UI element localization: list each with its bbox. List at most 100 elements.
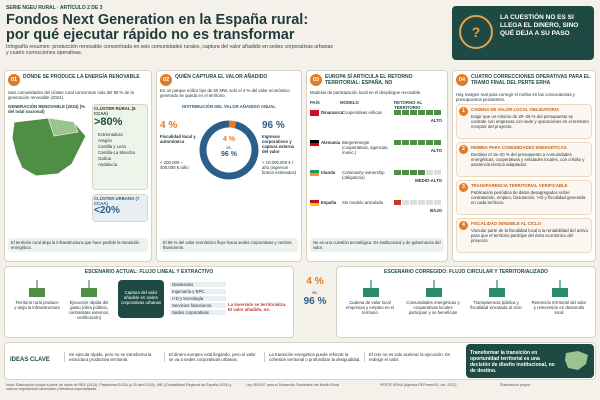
panel-footer: No es una cuestión tecnológica. Es insti…	[310, 238, 444, 253]
icon	[459, 15, 493, 49]
return-label: ALTO	[430, 118, 442, 123]
bar-segment	[402, 110, 409, 115]
flag-part	[310, 170, 319, 173]
bar-segment	[434, 200, 441, 205]
region: Castilla y León	[98, 144, 127, 149]
country: Alemania	[321, 140, 341, 145]
flow-step: Captura del valor añadido en sedes corpo…	[120, 290, 162, 306]
flag-part	[310, 113, 319, 116]
note: Nota: Elaboración propia a partir de dat…	[6, 383, 232, 392]
return-bar	[394, 140, 441, 145]
country: España	[321, 200, 337, 205]
capture-item: Dividendos	[170, 282, 226, 288]
panel-number: 04	[456, 74, 468, 86]
note: Elaboración propia	[500, 383, 530, 387]
bar-segment	[426, 200, 433, 205]
item-number: 1	[459, 107, 468, 116]
flow-title: ESCENARIO ACTUAL: FLUJO LINEAL Y EXTRACT…	[84, 269, 214, 275]
flow-step: Retención territorial del valor y reinve…	[531, 300, 587, 316]
return-bar	[394, 200, 441, 205]
correction-box	[456, 142, 592, 177]
step-icon	[426, 280, 442, 297]
share-desc: Fiscalidad local y autonómica	[160, 134, 196, 145]
region: Extremadura	[98, 132, 123, 137]
cluster-label: CLÚSTER URBANO (7 CCAA)	[94, 196, 140, 207]
model: Community ownership (obligatorio)	[342, 170, 385, 181]
map-label: GENERACIÓN RENOVABLE (2024) (% del total…	[8, 104, 86, 115]
donut-title: DISTRIBUCIÓN DEL VALOR AÑADIDO ANUAL	[182, 104, 276, 109]
icon	[489, 288, 505, 297]
panel-title: QUIÉN CAPTURA EL VALOR AÑADIDO	[175, 74, 268, 80]
table-header: RETORNO AL TERRITORIO	[394, 100, 423, 111]
idea: El reto no es solo acelerar la ejecución…	[364, 352, 461, 363]
bar-segment	[410, 140, 417, 145]
bar-segment	[402, 140, 409, 145]
bar-segment	[394, 170, 401, 175]
flag-part	[310, 140, 319, 143]
flow-step: Cadena de valor local empresas y empleo …	[345, 300, 394, 316]
panel-text: En un parque eólico tipo de 50 MW, solo …	[160, 88, 290, 99]
table-header: MODELO	[340, 100, 359, 105]
return-label: ALTO	[430, 148, 442, 153]
cluster-box	[92, 104, 148, 190]
return-label: BAJO	[430, 208, 442, 213]
donut	[199, 120, 259, 180]
flow-share: 4 %	[306, 276, 324, 287]
bar-segment	[426, 170, 433, 175]
cluster-box	[92, 194, 148, 222]
capture-item: I+D y tecnología	[170, 296, 226, 302]
cluster-value: <20%	[94, 205, 120, 216]
flag-part	[310, 110, 319, 113]
region: Andalucía	[98, 162, 118, 167]
bar-segment	[434, 110, 441, 115]
step-icon	[489, 280, 505, 297]
return-bar	[394, 110, 441, 115]
icon	[426, 288, 442, 297]
correction-box	[456, 218, 592, 253]
region: Castilla-La Mancha	[98, 150, 135, 155]
country: Irlanda	[321, 170, 336, 175]
bar-segment	[434, 170, 441, 175]
item-text: Vincular parte de la fiscalidad local a …	[471, 228, 588, 244]
idea: El dinero europeo está llegando, pero el…	[164, 352, 261, 363]
item-title: FISCALIDAD SENSIBLE AL CICLO	[471, 221, 541, 226]
map-urban	[47, 117, 79, 137]
callout-box	[452, 6, 594, 60]
panel-number: 01	[8, 74, 20, 86]
panel-title: EUROPA SÍ ARTICULA EL RETORNO TERRITORIA…	[325, 74, 413, 86]
donut-center: 4 %	[222, 136, 236, 143]
capture-box	[118, 280, 164, 318]
bar-segment	[394, 110, 401, 115]
note: PERTE ERHA (Agenda REPowerEU, oct. 2022)	[380, 383, 457, 387]
flag-part	[310, 143, 319, 146]
return-label: MEDIO-ALTO	[415, 178, 442, 183]
bar-segment	[394, 200, 401, 205]
panel-number: 02	[160, 74, 172, 86]
region: Aragón	[98, 138, 112, 143]
panel-text: Modelos de participación local en el des…	[310, 90, 422, 95]
region: Galicia	[98, 156, 112, 161]
bar-segment	[426, 140, 433, 145]
bar-segment	[418, 140, 425, 145]
ideas-title: IDEAS CLAVE	[10, 357, 50, 363]
flow-box	[336, 266, 596, 338]
bar-segment	[410, 110, 417, 115]
item-number: 2	[459, 145, 468, 154]
panel-title: DÓNDE SE PRODUCE LA ENERGÍA RENOVABLE	[23, 74, 140, 80]
item-title: REMBIA PARA COMUNIDADES ENERGÉTICAS	[471, 145, 567, 150]
panel-text: Seis comunidades del clúster rural conce…	[8, 90, 134, 101]
model: Sin modelo articulado	[342, 200, 384, 205]
return-level	[394, 170, 441, 175]
cluster-value: >80%	[94, 116, 123, 128]
panel	[156, 70, 302, 262]
bar-segment	[418, 170, 425, 175]
callout-text: LA CUESTIÓN NO ES SI LLEGA EL DINERO, SI…	[500, 14, 579, 37]
panel-title: CUATRO CORRECCIONES OPERATIVAS PARA EL T…	[471, 74, 591, 86]
flow-step: Transparencia pública y fiscalidad vincu…	[470, 300, 522, 311]
correction-box	[456, 104, 592, 139]
flow-step: Comunidades energéticas y cooperativas l…	[406, 300, 460, 316]
step-icon	[363, 280, 379, 297]
bar-segment	[418, 110, 425, 115]
share-value: 4 %	[160, 120, 178, 131]
return-level	[394, 110, 441, 115]
